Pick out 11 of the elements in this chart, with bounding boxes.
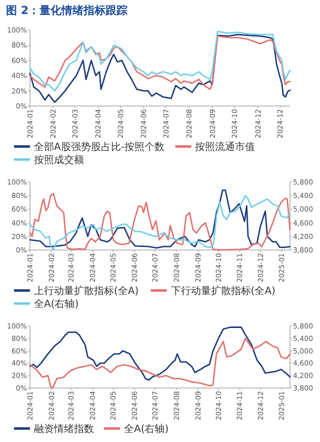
legend-label: 下行动量扩散指标(全A) bbox=[170, 285, 276, 297]
legend-label: 按照流通市值 bbox=[195, 141, 256, 153]
legend-label: 全A(右轴) bbox=[34, 298, 79, 310]
line-series bbox=[29, 34, 291, 103]
legend-label: 全部A股强势股占比-按照个数 bbox=[34, 141, 164, 153]
chart-title: 图 2：量化情绪指标跟踪 bbox=[6, 4, 128, 17]
legend-label: 按照成交额 bbox=[34, 154, 84, 166]
line-series bbox=[29, 326, 291, 381]
legend-label: 全A(右轴) bbox=[124, 423, 169, 435]
legend-label: 上行动量扩散指标(全A) bbox=[34, 285, 139, 297]
legend-label: 融资情绪指数 bbox=[34, 423, 94, 435]
